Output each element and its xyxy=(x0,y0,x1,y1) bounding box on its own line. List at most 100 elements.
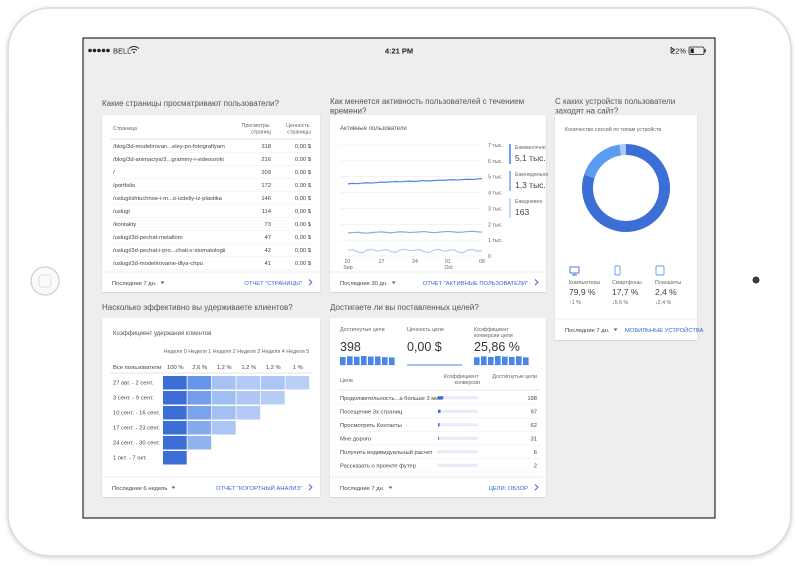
series-line xyxy=(347,248,483,254)
column-header: Достигнутые цели xyxy=(492,374,537,380)
goal-count: 2 xyxy=(534,464,537,470)
clock: 4:21 PM xyxy=(385,47,413,56)
rate-track xyxy=(438,436,478,440)
rate-track xyxy=(438,463,478,467)
page-path: /uslugi/3d-pechat-metallom xyxy=(113,235,183,241)
sparkline-bar xyxy=(502,356,508,365)
retention-cell xyxy=(187,421,212,435)
report-link[interactable]: ЦЕЛИ: ОБЗОР xyxy=(489,486,529,492)
retention-cell xyxy=(212,406,236,420)
page-views: 41 xyxy=(265,261,271,267)
legend-name: Компьютеры xyxy=(569,280,600,286)
sparkline-bar xyxy=(375,356,381,365)
y-tick-label: 7 тыс. xyxy=(488,143,503,149)
link-chevron[interactable] xyxy=(308,484,313,491)
page-views: 209 xyxy=(261,170,271,176)
page-views: 73 xyxy=(265,222,271,228)
metric-label: Ценность цели xyxy=(407,327,444,333)
link-chevron[interactable] xyxy=(308,279,313,286)
retention-cell xyxy=(187,391,212,405)
dropdown-caret xyxy=(171,486,176,489)
retention-cell xyxy=(187,406,212,420)
y-tick-label: 1 тыс. xyxy=(488,238,503,244)
period-selector[interactable]: Последние 7 дн. xyxy=(112,281,157,287)
metric-label: Коэффициент конверсии цели xyxy=(474,327,513,339)
legend-change: ↓2,4 % xyxy=(655,300,671,306)
chart-title: Активные пользователи xyxy=(340,126,407,132)
retention-cell xyxy=(236,376,261,390)
legend-name: Ежемесячно xyxy=(515,145,546,151)
card-question: Достигаете ли вы поставленных целей? xyxy=(330,303,479,312)
total-value: 1,2 % xyxy=(217,365,232,371)
page-path: /blog/3d-animaciya/3...grammy-i-videouro… xyxy=(113,157,224,163)
link-chevron[interactable] xyxy=(534,484,539,491)
legend-value: 1,3 тыс. xyxy=(515,180,546,190)
report-link[interactable]: ОТЧЕТ "СТРАНИЦЫ" xyxy=(244,281,302,287)
period-selector[interactable]: Последние 30 дн. xyxy=(340,281,388,287)
series-line xyxy=(347,178,483,185)
report-link[interactable]: ОТЧЕТ "АКТИВНЫЕ ПОЛЬЗОВАТЕЛИ" xyxy=(423,281,528,287)
x-tick-label: 01 Oct xyxy=(444,259,453,271)
column-header: Страница xyxy=(113,126,137,132)
retention-cell xyxy=(285,376,310,390)
cohort-label: 24 сент. - 30 сент. xyxy=(113,441,161,447)
signal-dots xyxy=(88,48,110,53)
page-value: 0,00 $ xyxy=(295,196,312,202)
period-selector[interactable]: Последние 7 дн. xyxy=(340,486,385,492)
retention-cell xyxy=(236,406,261,420)
x-tick-label: 24 xyxy=(412,259,418,265)
period-selector[interactable]: Последние 7 дн. xyxy=(565,328,610,334)
page-views: 216 xyxy=(261,157,271,163)
report-link[interactable]: МОБИЛЬНЫЕ УСТРОЙСТВА xyxy=(625,326,704,334)
cohort-label: 1 окт. - 7 окт. xyxy=(113,456,147,462)
sparkline-bar xyxy=(361,356,367,365)
goal-name: Просмотреть Контакты xyxy=(340,423,402,429)
y-tick-label: 3 тыс. xyxy=(488,206,503,212)
sparkline-bar xyxy=(354,356,360,365)
retention-cell xyxy=(212,421,236,435)
series-line xyxy=(347,230,483,234)
column-header: Ценность страницы xyxy=(286,123,311,136)
goal-count: 62 xyxy=(531,423,537,429)
legend-change: ↓5,6 % xyxy=(612,300,628,306)
page-path: /uslugi xyxy=(113,209,130,215)
total-value: 1 % xyxy=(293,365,303,371)
card-question: Как меняется активность пользователей с … xyxy=(330,97,526,116)
retention-cell xyxy=(187,376,212,390)
retention-cell xyxy=(163,391,187,405)
sparkline-bar xyxy=(347,356,353,365)
rate-track xyxy=(438,409,478,413)
retention-cell xyxy=(187,436,212,450)
pages-card xyxy=(102,115,320,292)
chart-title: Коэффициент удержания клиентов xyxy=(113,331,211,337)
column-header: Неделя 5 xyxy=(286,349,309,355)
link-chevron[interactable] xyxy=(534,279,539,286)
home-button[interactable] xyxy=(30,266,60,296)
page-views: 318 xyxy=(261,144,271,150)
total-value: 1,2 % xyxy=(241,365,256,371)
retention-cell xyxy=(261,376,285,390)
sparkline-bar xyxy=(488,356,494,365)
page-views: 172 xyxy=(261,183,271,189)
sparkline-bar xyxy=(516,356,522,365)
rate-bar xyxy=(438,396,444,400)
page-value: 0,00 $ xyxy=(295,183,312,189)
goal-name: Посещение 3х страниц xyxy=(340,410,403,416)
goal-count: 31 xyxy=(531,437,537,443)
metric-label: Достигнутые цели xyxy=(340,327,385,333)
column-header: Неделя 2 xyxy=(213,349,236,355)
report-link[interactable]: ОТЧЕТ "КОГОРТНЫЙ АНАЛИЗ" xyxy=(216,484,302,492)
page-value: 0,00 $ xyxy=(295,235,312,241)
x-tick-label: 08 xyxy=(479,259,485,265)
legend-value: 17,7 % xyxy=(612,287,639,297)
cohort-label: 27 авг. - 2 сент. xyxy=(113,381,154,387)
column-header: Неделя 0 xyxy=(164,349,187,355)
page-views: 42 xyxy=(265,248,271,254)
page-value: 0,00 $ xyxy=(295,222,312,228)
camera xyxy=(752,276,760,284)
period-selector[interactable]: Последние 6 недель xyxy=(112,486,167,492)
cohort-label: 10 сент. - 16 сент. xyxy=(113,411,161,417)
total-label: Все пользователи xyxy=(113,365,161,371)
